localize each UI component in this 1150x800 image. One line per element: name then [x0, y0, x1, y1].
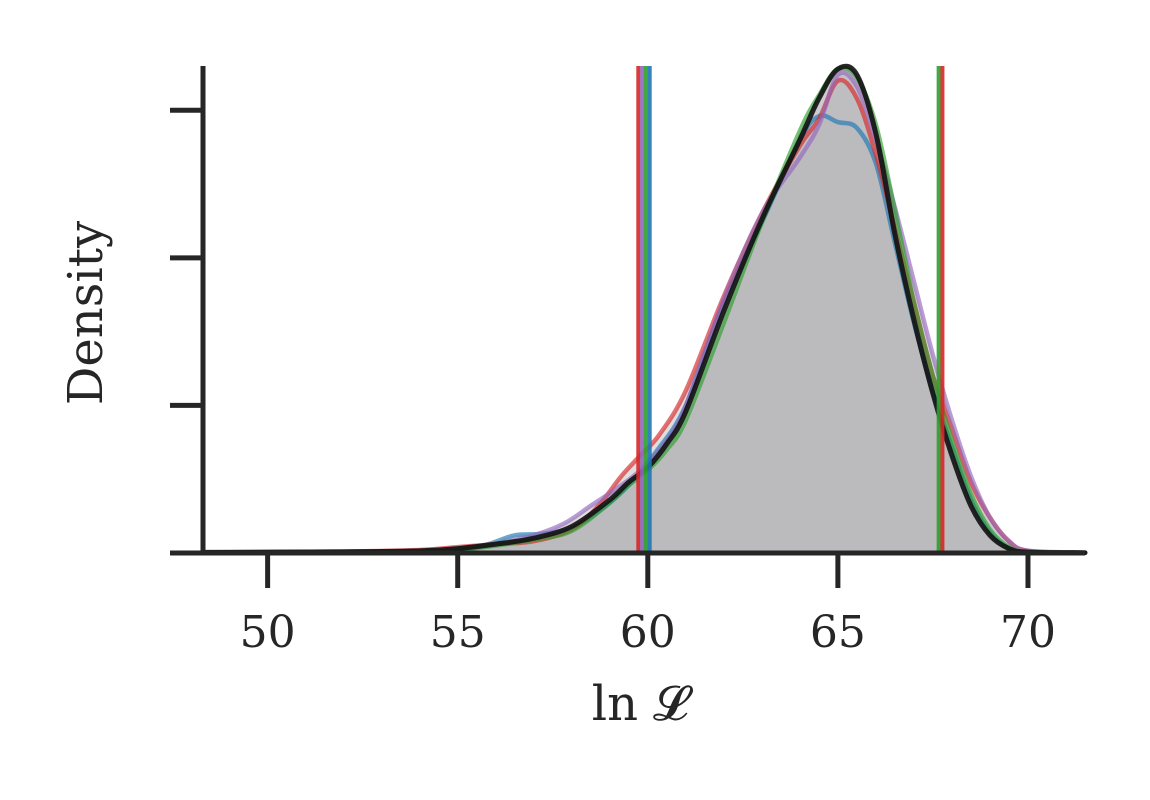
density-fill-4	[203, 67, 1085, 554]
axes-layer	[170, 66, 1085, 556]
x-tick-label-55: 55	[430, 607, 486, 658]
density-fill-1	[203, 115, 1085, 553]
ticks-layer: 50 55 60 65 70	[170, 107, 1056, 658]
x-axis-label: ln 𝓛	[592, 676, 694, 732]
density-fill-5	[203, 66, 1085, 554]
x-tick-label-70: 70	[1000, 607, 1056, 658]
x-tick-label-60: 60	[620, 607, 676, 658]
x-tick-label-65: 65	[810, 607, 866, 658]
density-fill-layer	[203, 66, 1085, 554]
x-tick-label-50: 50	[240, 607, 296, 658]
y-axis-label: Density	[58, 221, 114, 405]
vertical-lines-layer	[636, 66, 945, 553]
density-line-5	[200, 63, 1088, 556]
density-fill-2	[203, 80, 1085, 553]
density-fill-3	[203, 72, 1085, 553]
density-lines-layer	[200, 63, 1088, 556]
